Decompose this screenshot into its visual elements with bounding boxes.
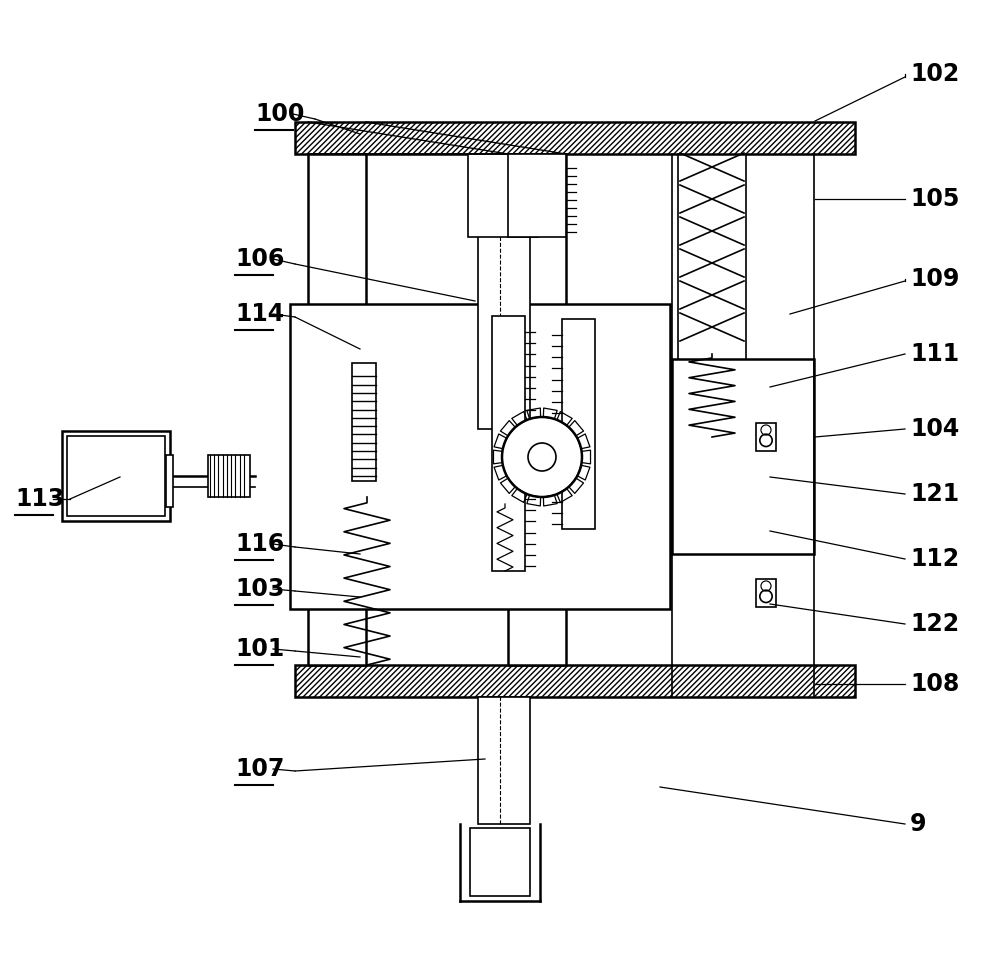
Bar [478,697,530,824]
Text: 121: 121 [910,482,959,506]
Text: 116: 116 [235,532,284,556]
Circle shape [502,417,582,497]
Text: 107: 107 [235,757,284,781]
Text: 111: 111 [910,342,959,366]
Bar [290,304,670,609]
Text: 103: 103 [235,577,284,601]
Text: 105: 105 [910,187,959,211]
Bar [62,431,170,521]
Text: 113: 113 [15,487,64,511]
Text: 101: 101 [235,637,284,661]
Bar [295,665,855,697]
Bar [295,122,855,154]
Bar [508,154,566,665]
Bar [756,423,776,451]
Bar [672,359,814,554]
Bar [492,316,525,571]
Text: 114: 114 [235,302,284,326]
Bar [508,154,566,237]
Bar [478,154,530,429]
Text: 100: 100 [255,102,304,126]
Bar [295,665,855,697]
Text: 122: 122 [910,612,959,636]
Bar [756,579,776,607]
Bar [295,122,855,154]
Bar [468,154,538,237]
Bar [470,828,530,896]
Text: 112: 112 [910,547,959,571]
Bar [67,436,165,516]
Text: 102: 102 [910,62,959,86]
Text: 9: 9 [910,812,926,836]
Bar [352,363,376,481]
Text: 104: 104 [910,417,959,441]
Bar [308,154,366,665]
Text: 108: 108 [910,672,959,696]
Bar [562,319,595,529]
Text: 109: 109 [910,267,959,291]
Bar [166,455,173,507]
Bar [208,455,250,497]
Text: 106: 106 [235,247,284,271]
